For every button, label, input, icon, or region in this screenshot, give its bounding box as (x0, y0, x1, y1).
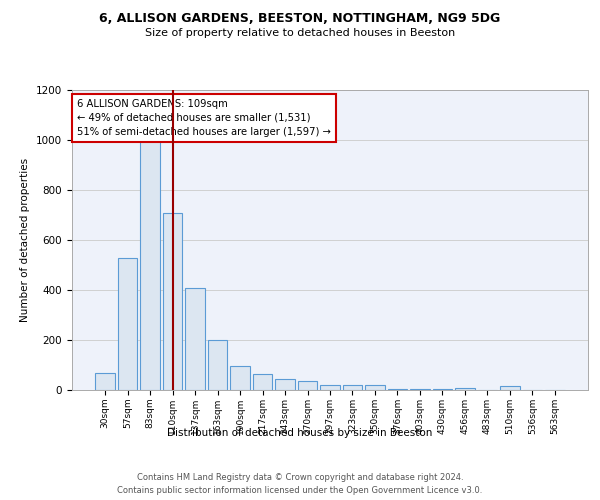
Y-axis label: Number of detached properties: Number of detached properties (20, 158, 31, 322)
Bar (410, 389, 430, 390)
Text: Size of property relative to detached houses in Beeston: Size of property relative to detached ho… (145, 28, 455, 38)
Bar (298, 381, 317, 390)
Text: Distribution of detached houses by size in Beeston: Distribution of detached houses by size … (167, 428, 433, 438)
Bar (118, 258, 137, 390)
Bar (95, 372, 115, 390)
Bar (185, 288, 205, 390)
Bar (163, 212, 182, 390)
Text: 6, ALLISON GARDENS, BEESTON, NOTTINGHAM, NG9 5DG: 6, ALLISON GARDENS, BEESTON, NOTTINGHAM,… (100, 12, 500, 26)
Bar (320, 385, 340, 390)
Text: Contains HM Land Registry data © Crown copyright and database right 2024.: Contains HM Land Registry data © Crown c… (137, 472, 463, 482)
Bar (230, 366, 250, 390)
Bar (253, 374, 272, 390)
Bar (365, 385, 385, 390)
Bar (500, 386, 520, 390)
Bar (208, 340, 227, 390)
Bar (275, 379, 295, 390)
Bar (433, 389, 452, 390)
Text: Contains public sector information licensed under the Open Government Licence v3: Contains public sector information licen… (118, 486, 482, 495)
Bar (343, 385, 362, 390)
Text: 6 ALLISON GARDENS: 109sqm
← 49% of detached houses are smaller (1,531)
51% of se: 6 ALLISON GARDENS: 109sqm ← 49% of detac… (77, 99, 331, 137)
Bar (388, 389, 407, 390)
Bar (455, 388, 475, 390)
Bar (140, 138, 160, 390)
